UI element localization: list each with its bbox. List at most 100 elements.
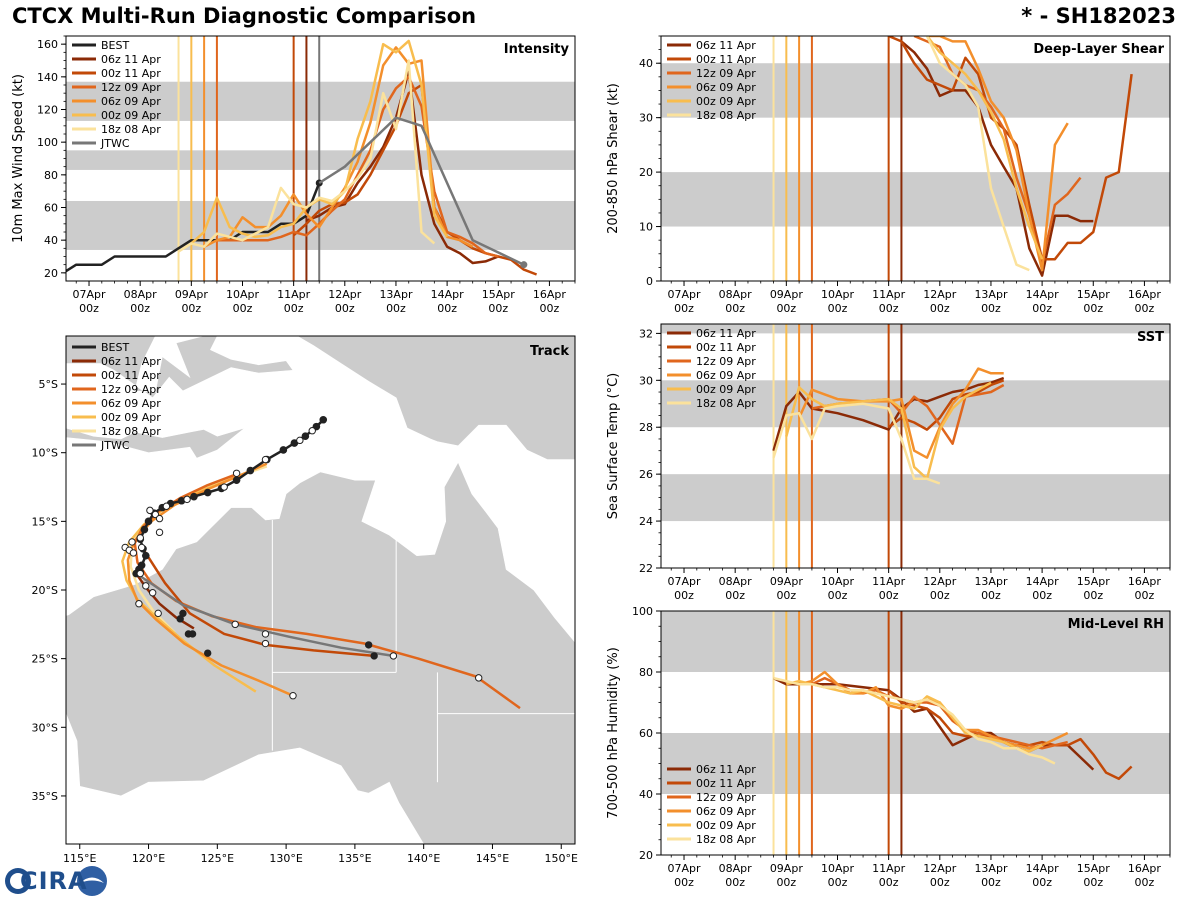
- series-line-12z-09-apr: [216, 75, 499, 258]
- forecast-position-marker: [261, 639, 270, 648]
- lat-tick-label: 15°S: [32, 515, 58, 528]
- series-line-00z-09-apr: [926, 36, 1044, 260]
- lat-tick-label: 5°S: [39, 378, 58, 391]
- x-tick-label: 00z: [725, 876, 745, 889]
- forecast-position-marker: [184, 630, 193, 638]
- lon-tick-label: 125°E: [201, 852, 234, 865]
- lat-tick-label: 30°S: [32, 721, 58, 734]
- legend-label: 06z 09 Apr: [696, 81, 756, 94]
- legend-label: 00z 11 Apr: [101, 67, 161, 80]
- land-australia: [66, 461, 575, 844]
- forecast-position-marker: [261, 630, 270, 638]
- y-tick-label: 100: [632, 605, 653, 618]
- legend-label: 18z 08 Apr: [696, 833, 756, 846]
- best-track-point: [141, 551, 150, 560]
- x-tick-label: 00z: [1083, 876, 1103, 889]
- x-tick-label: 09Apr: [770, 862, 804, 875]
- legend-label: 12z 09 Apr: [101, 383, 161, 396]
- forecast-position-marker: [203, 649, 212, 657]
- y-tick-label: 28: [639, 421, 653, 434]
- panel-title: Track: [530, 344, 569, 359]
- threshold-band: [66, 150, 575, 170]
- legend-label: 00z 11 Apr: [101, 369, 161, 382]
- legend-label: 12z 09 Apr: [696, 355, 756, 368]
- y-axis-label: Sea Surface Temp (°C): [606, 373, 621, 520]
- lon-tick-label: 120°E: [132, 852, 165, 865]
- x-tick-label: 00z: [1083, 302, 1103, 315]
- x-tick-label: 00z: [1135, 876, 1155, 889]
- legend-label: JTWC: [100, 439, 130, 452]
- x-tick-label: 00z: [828, 589, 848, 602]
- x-tick-label: 00z: [828, 302, 848, 315]
- x-tick-label: 00z: [1032, 876, 1052, 889]
- cira-logo: CIRA: [4, 864, 110, 898]
- y-tick-label: 24: [639, 515, 653, 528]
- best-track-point: [246, 466, 255, 475]
- x-tick-label: 14Apr: [1026, 575, 1060, 588]
- y-tick-label: 80: [639, 666, 653, 679]
- x-tick-label: 00z: [828, 876, 848, 889]
- x-tick-label: 00z: [930, 302, 950, 315]
- y-tick-label: 60: [44, 202, 58, 215]
- x-tick-label: 00z: [233, 302, 253, 315]
- cira-logo-text: CIRA: [20, 867, 88, 895]
- y-axis-label: 10m Max Wind Speed (kt): [11, 74, 26, 243]
- x-tick-label: 00z: [437, 302, 457, 315]
- rh-panel: 07Apr00z08Apr00z09Apr00z10Apr00z11Apr00z…: [606, 605, 1171, 889]
- y-tick-label: 30: [639, 374, 653, 387]
- x-tick-label: 00z: [284, 302, 304, 315]
- map-area: [66, 336, 575, 844]
- sst-panel: 07Apr00z08Apr00z09Apr00z10Apr00z11Apr00z…: [606, 323, 1171, 602]
- x-tick-label: 00z: [930, 589, 950, 602]
- legend-label: 18z 08 Apr: [696, 109, 756, 122]
- legend-label: 18z 08 Apr: [101, 425, 161, 438]
- lat-tick-label: 35°S: [32, 790, 58, 803]
- shear-panel: 07Apr00z08Apr00z09Apr00z10Apr00z11Apr00z…: [606, 35, 1171, 315]
- series-line-12z-09-apr: [913, 36, 1082, 266]
- threshold-band: [661, 324, 1170, 334]
- series-line-00z-09-apr: [785, 381, 992, 481]
- x-tick-label: 00z: [776, 589, 796, 602]
- x-tick-label: 00z: [981, 876, 1001, 889]
- forecast-position-marker: [154, 609, 162, 618]
- plot-area: [661, 324, 1170, 568]
- y-axis-label: 700-500 hPa Humidity (%): [606, 647, 621, 819]
- x-tick-label: 09Apr: [770, 288, 804, 301]
- forecast-position-marker: [364, 641, 373, 649]
- panel-title: Deep-Layer Shear: [1033, 42, 1164, 57]
- legend-label: 18z 08 Apr: [101, 123, 161, 136]
- intensity-panel: 07Apr00z08Apr00z09Apr00z10Apr00z11Apr00z…: [11, 35, 576, 315]
- forecast-position-marker: [261, 455, 270, 464]
- series-line-18z-08-apr: [177, 59, 436, 253]
- best-track-point: [319, 415, 328, 424]
- y-tick-label: 30: [639, 112, 653, 125]
- y-tick-label: 40: [44, 234, 58, 247]
- x-tick-label: 00z: [776, 302, 796, 315]
- x-tick-label: 12Apr: [923, 575, 957, 588]
- x-tick-label: 00z: [181, 302, 201, 315]
- x-tick-label: 08Apr: [719, 288, 753, 301]
- forecast-position-marker: [475, 674, 483, 682]
- x-tick-label: 07Apr: [668, 862, 702, 875]
- x-tick-label: 00z: [725, 589, 745, 602]
- x-tick-label: 00z: [879, 302, 899, 315]
- plot-area: [661, 36, 1170, 281]
- x-tick-label: 00z: [981, 589, 1001, 602]
- best-track-point: [190, 492, 198, 501]
- legend-label: 06z 09 Apr: [696, 805, 756, 818]
- y-tick-label: 80: [44, 169, 58, 182]
- x-tick-label: 08Apr: [124, 288, 158, 301]
- x-tick-label: 00z: [930, 876, 950, 889]
- x-tick-label: 14Apr: [431, 288, 465, 301]
- y-tick-label: 60: [639, 727, 653, 740]
- best-track-point: [232, 476, 241, 484]
- forecast-position-marker: [142, 582, 150, 590]
- panel-title: SST: [1137, 330, 1164, 345]
- series-line-06z-09-apr: [927, 36, 1069, 272]
- forecast-position-marker: [155, 528, 164, 537]
- lon-tick-label: 130°E: [269, 852, 302, 865]
- legend-label: 00z 11 Apr: [696, 341, 756, 354]
- x-tick-label: 08Apr: [719, 862, 753, 875]
- x-tick-label: 11Apr: [872, 862, 906, 875]
- x-tick-label: 00z: [1083, 589, 1103, 602]
